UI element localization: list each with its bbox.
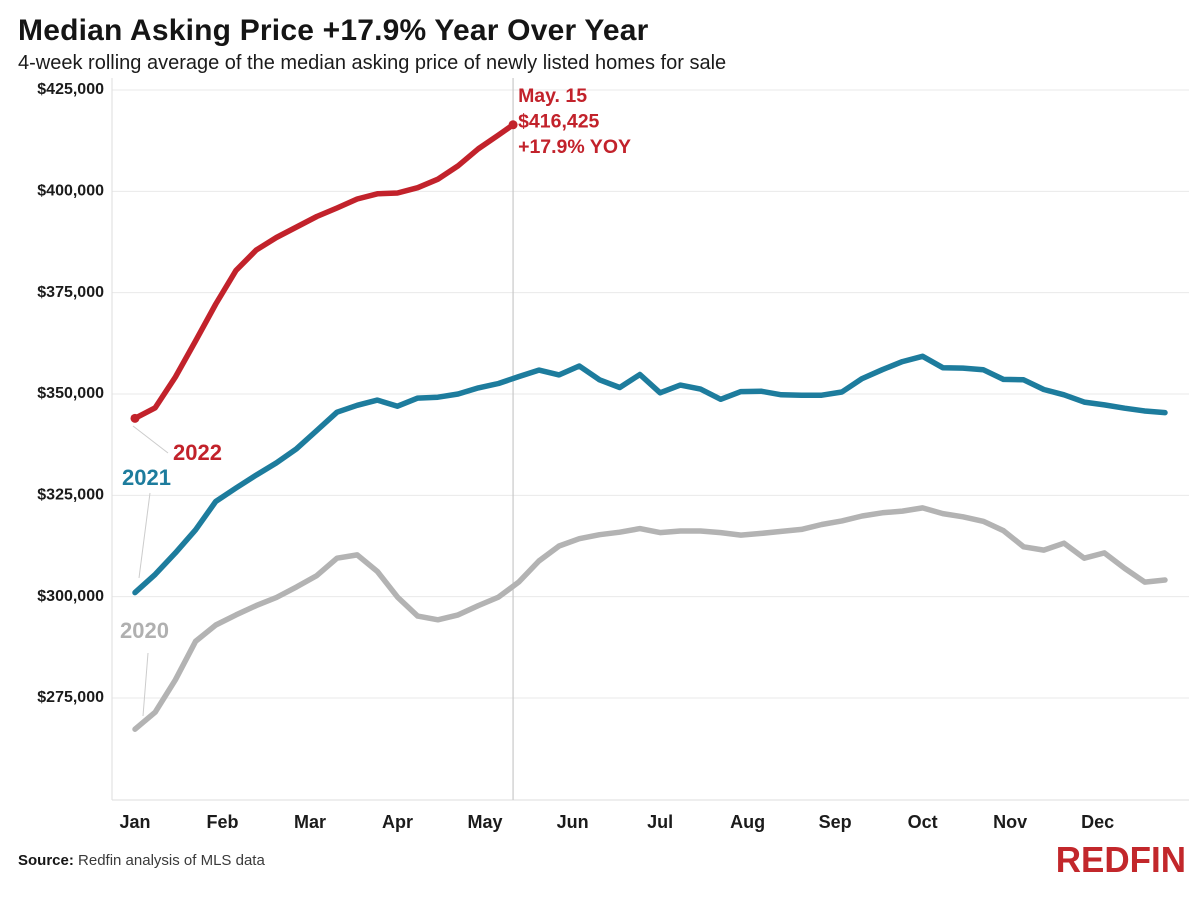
series-end-dot-2022 [508, 119, 518, 129]
series-line-2020 [132, 504, 1168, 732]
y-tick-label: $350,000 [37, 385, 104, 402]
y-axis-tick-labels: $425,000 $400,000 $375,000 $350,000 $325,000… [37, 81, 104, 706]
gridlines [112, 89, 1189, 698]
label-leader-line-2022 [132, 425, 169, 453]
series-start-dot-2022 [130, 413, 140, 423]
label-leader-line-2021 [138, 492, 151, 578]
line-chart-svg: $425,000 $400,000 $375,000 $350,000 $325,000… [37, 77, 1189, 832]
x-tick-label-may: May [468, 812, 503, 832]
line-chart: $425,000 $400,000 $375,000 $350,000 $325,000… [0, 75, 1200, 835]
series-label-2022: 2022 [173, 440, 222, 465]
x-tick-label-jun: Jun [557, 812, 589, 832]
x-tick-label-sep: Sep [819, 812, 852, 832]
x-tick-label-jul: Jul [647, 812, 673, 832]
annotation-line-1: $416,425 [518, 110, 599, 132]
source-label: Source: [18, 852, 74, 869]
series-label-2020: 2020 [120, 618, 169, 643]
series-label-2021: 2021 [122, 465, 171, 490]
x-tick-label-oct: Oct [908, 812, 938, 832]
redfin-logo: REDFIN [1055, 840, 1186, 881]
x-axis-tick-labels: Jan Feb Mar Apr May Jun Jul Aug Sep Oct Nov Dec [119, 812, 1114, 832]
may-15-annotation: May. 15 $416,425 +17.9% YOY [518, 85, 631, 158]
x-tick-label-mar: Mar [294, 812, 326, 832]
series-line-2021 [132, 353, 1168, 595]
x-tick-label-nov: Nov [993, 812, 1027, 832]
label-leader-line-2020 [142, 652, 149, 716]
annotation-line-2: +17.9% YOY [518, 136, 631, 158]
chart-title: Median Asking Price +17.9% Year Over Yea… [18, 14, 649, 47]
chart-header: Median Asking Price +17.9% Year Over Yea… [0, 0, 1200, 75]
y-tick-label: $375,000 [37, 283, 104, 300]
source-note: Source: Redfin analysis of MLS data [18, 852, 265, 869]
y-tick-label: $325,000 [37, 486, 104, 503]
source-text: Redfin analysis of MLS data [73, 852, 265, 869]
x-tick-label-dec: Dec [1081, 812, 1114, 832]
chart-footer: Source: Redfin analysis of MLS data REDF… [0, 835, 1200, 891]
annotation-line-0: May. 15 [518, 85, 587, 107]
y-tick-label: $300,000 [37, 587, 104, 604]
y-tick-label: $425,000 [37, 81, 104, 98]
x-tick-label-aug: Aug [730, 812, 765, 832]
x-tick-label-jan: Jan [119, 812, 150, 832]
y-tick-label: $275,000 [37, 689, 104, 706]
y-tick-label: $400,000 [37, 182, 104, 199]
chart-subtitle: 4-week rolling average of the median ask… [18, 51, 727, 74]
series-line-2022 [132, 121, 516, 421]
x-tick-label-apr: Apr [382, 812, 413, 832]
x-tick-label-feb: Feb [207, 812, 239, 832]
